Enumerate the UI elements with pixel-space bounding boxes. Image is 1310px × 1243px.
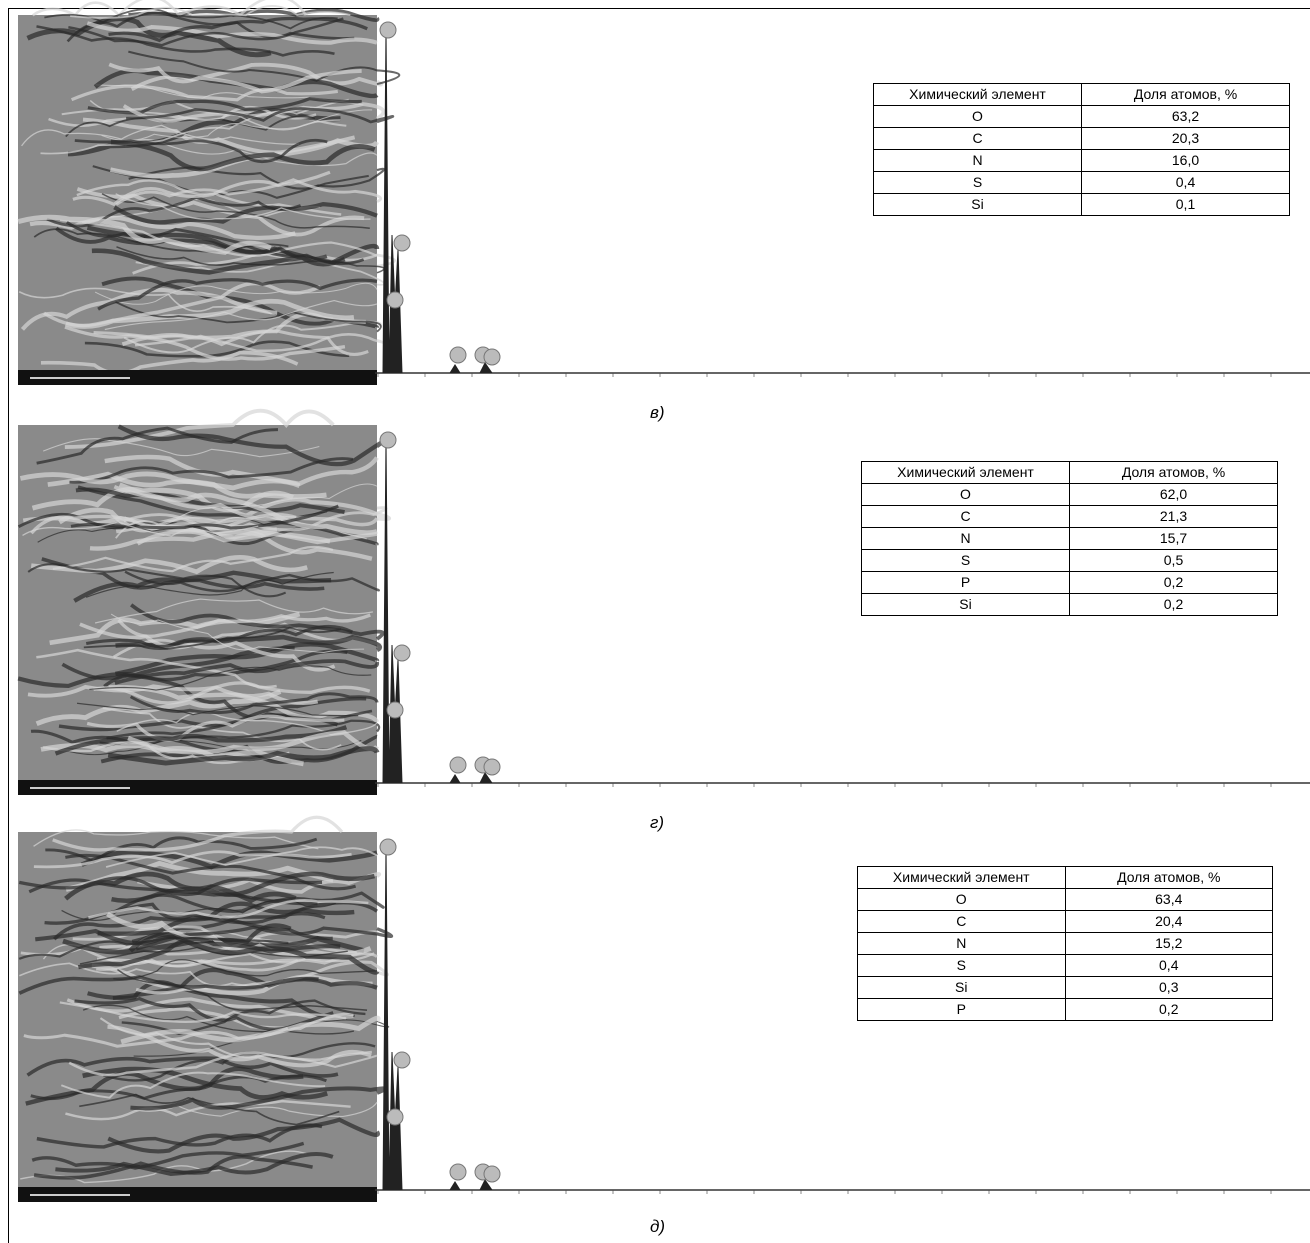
table-cell: S [862,550,1070,572]
table-cell: P [862,572,1070,594]
table-cell: S [858,955,1066,977]
table-cell: Доля атомов, % [1082,84,1290,106]
table-cell: 20,4 [1065,911,1273,933]
table-cell: N [858,933,1066,955]
table-cell: 15,2 [1065,933,1273,955]
table-header: Химический элементДоля атомов, % [862,462,1278,484]
table-cell: O [862,484,1070,506]
table-cell: 0,1 [1082,194,1290,216]
table-cell: C [862,506,1070,528]
peak-marker [394,235,410,251]
element-table: Химический элементДоля атомов, %O62,0C21… [861,461,1278,616]
table-row: O62,0 [862,484,1278,506]
panel-label: д) [650,1217,665,1237]
peak-marker [387,292,403,308]
table-cell: 0,2 [1065,999,1273,1021]
table-cell: 0,4 [1065,955,1273,977]
table-cell: Доля атомов, % [1070,462,1278,484]
table-row: N15,2 [858,933,1273,955]
sem-image [18,0,399,385]
table-row: C20,4 [858,911,1273,933]
table-cell: Химический элемент [862,462,1070,484]
page: {"panels": [ {"label": "в)", "table": {"… [0,0,1310,1243]
peak-marker [450,347,466,363]
table-cell: 62,0 [1070,484,1278,506]
table-cell: Si [858,977,1066,999]
table-cell: O [874,106,1082,128]
table-row: Si0,1 [874,194,1290,216]
table-cell: Si [874,194,1082,216]
peak-marker [387,1109,403,1125]
table-cell: 0,2 [1070,572,1278,594]
table-cell: C [858,911,1066,933]
peak-marker [380,22,396,38]
table-cell: 0,5 [1070,550,1278,572]
table-cell: 20,3 [1082,128,1290,150]
table-header: Химический элементДоля атомов, % [858,867,1273,889]
element-table: Химический элементДоля атомов, %O63,2C20… [873,83,1290,216]
table-cell: 21,3 [1070,506,1278,528]
peak-marker [450,757,466,773]
peak-marker [394,1052,410,1068]
table-cell: P [858,999,1066,1021]
sem-image [18,817,392,1202]
table-cell: 63,2 [1082,106,1290,128]
peak-marker [484,349,500,365]
table-cell: Химический элемент [874,84,1082,106]
table-row: Si0,3 [858,977,1273,999]
table-row: N16,0 [874,150,1290,172]
peak-marker [394,645,410,661]
sem-image [18,411,389,795]
table-row: P0,2 [858,999,1273,1021]
table-cell: O [858,889,1066,911]
peak-marker [450,1164,466,1180]
table-cell: N [874,150,1082,172]
table-row: O63,4 [858,889,1273,911]
table-cell: S [874,172,1082,194]
table-cell: Si [862,594,1070,616]
table-row: C21,3 [862,506,1278,528]
panel-label: г) [650,813,664,833]
table-cell: 0,3 [1065,977,1273,999]
peak-marker [484,759,500,775]
peak-marker [484,1166,500,1182]
table-cell: N [862,528,1070,550]
panel-label: в) [650,403,665,423]
table-cell: C [874,128,1082,150]
table-cell: 63,4 [1065,889,1273,911]
peak-marker [380,839,396,855]
table-cell: 15,7 [1070,528,1278,550]
table-cell: 0,4 [1082,172,1290,194]
table-cell: 0,2 [1070,594,1278,616]
peak-marker [380,432,396,448]
table-cell: Доля атомов, % [1065,867,1273,889]
table-cell: Химический элемент [858,867,1066,889]
peak-marker [387,702,403,718]
table-cell: 16,0 [1082,150,1290,172]
